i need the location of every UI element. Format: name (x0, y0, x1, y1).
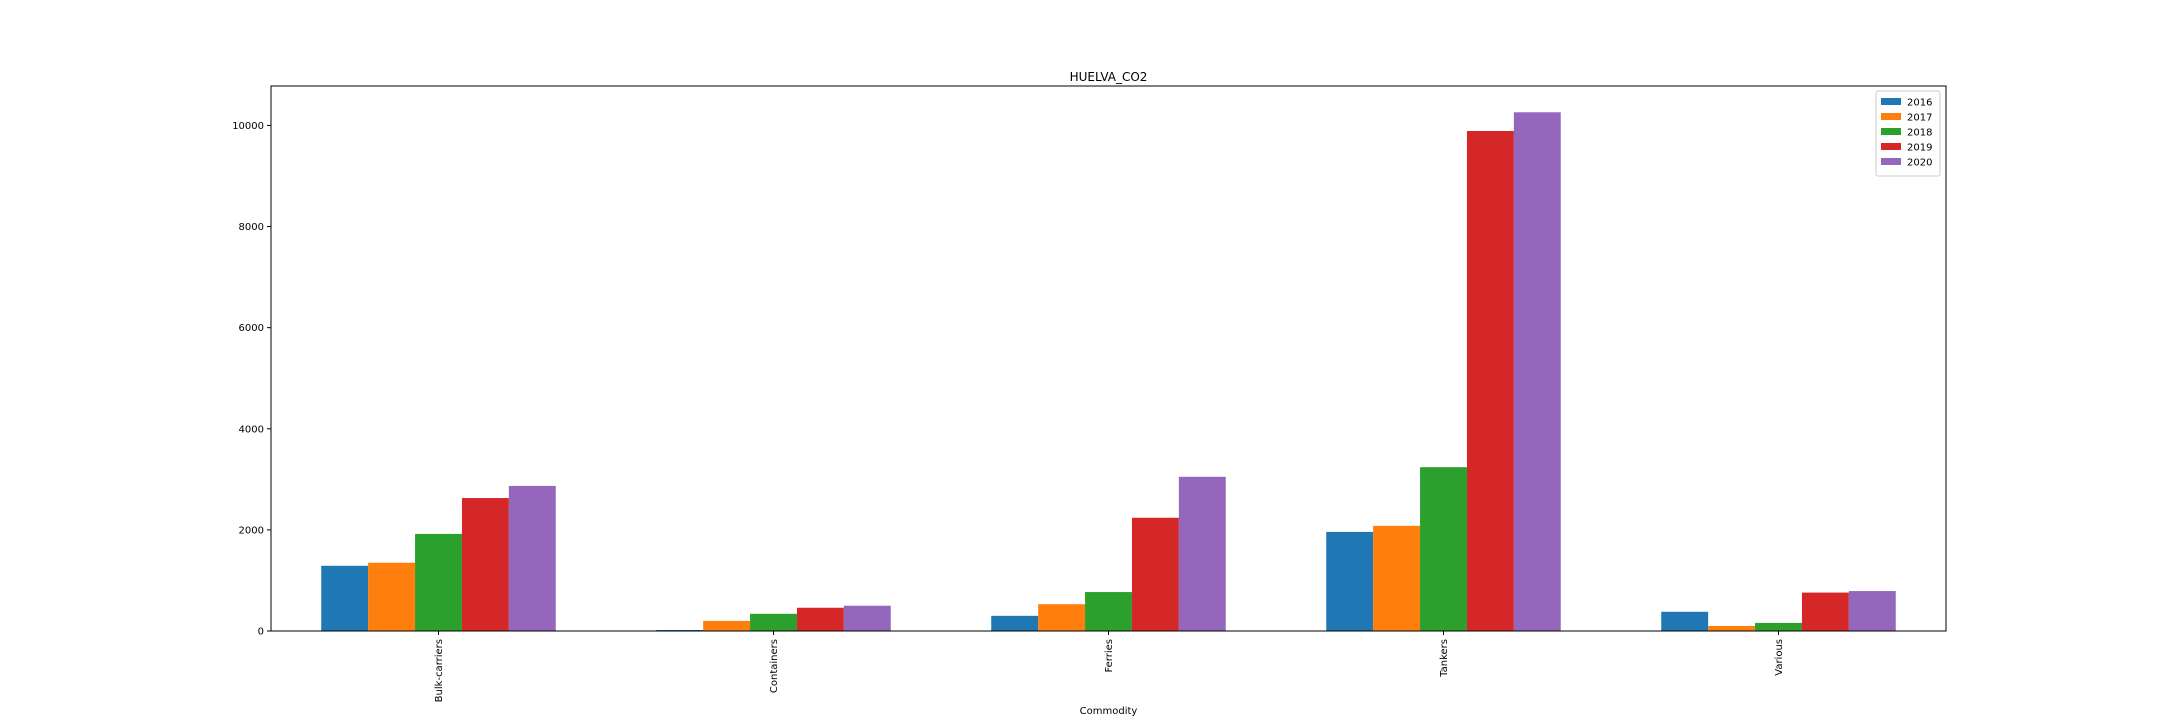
bars-layer (321, 112, 1896, 631)
x-tick-label: Tankers (1439, 639, 1450, 678)
y-tick-label: 0 (258, 627, 264, 638)
bar-containers-2018 (750, 613, 797, 631)
bar-tankers-2016 (1326, 531, 1374, 631)
legend: 2016 2017 2018 2019 2020 (1875, 90, 1941, 177)
legend-swatch-2019 (1881, 143, 1901, 150)
bar-various-2018 (1755, 622, 1802, 631)
legend-box (1875, 90, 1941, 177)
bar-tankers-2017 (1373, 525, 1421, 631)
x-tick-label: Ferries (1104, 639, 1115, 673)
bar-bulk-carriers-2017 (368, 562, 416, 631)
chart-title: HUELVA_CO2 (1070, 70, 1148, 84)
legend-swatch-2017 (1881, 113, 1901, 120)
bar-containers-2016 (656, 629, 704, 631)
legend-label-2020: 2020 (1907, 158, 1932, 169)
y-tick-label: 4000 (239, 424, 264, 435)
legend-swatch-2020 (1881, 158, 1901, 165)
bar-various-2020 (1848, 591, 1896, 631)
x-tick-label: Various (1774, 639, 1785, 676)
x-axis: Bulk-carriers Containers Ferries Tankers Var… (434, 631, 1785, 702)
x-tick-label: Bulk-carriers (434, 639, 445, 702)
y-tick-label: 10000 (232, 121, 264, 132)
bar-ferries-2020 (1178, 476, 1226, 631)
bar-containers-2019 (796, 607, 844, 631)
x-axis-title: Commodity (1080, 706, 1138, 717)
bar-containers-2020 (843, 605, 891, 631)
y-tick-label: 2000 (239, 525, 264, 536)
bar-ferries-2016 (991, 615, 1039, 631)
legend-swatch-2018 (1881, 128, 1901, 135)
bar-tankers-2020 (1513, 112, 1561, 631)
legend-label-2016: 2016 (1907, 98, 1932, 109)
y-tick-label: 8000 (239, 222, 264, 233)
legend-label-2017: 2017 (1907, 113, 1932, 124)
bar-ferries-2017 (1038, 604, 1086, 631)
y-tick-label: 6000 (239, 323, 264, 334)
bar-bulk-carriers-2020 (508, 485, 556, 631)
legend-swatch-2016 (1881, 98, 1901, 105)
bar-bulk-carriers-2016 (321, 565, 369, 631)
legend-label-2018: 2018 (1907, 128, 1932, 139)
bar-bulk-carriers-2019 (461, 498, 509, 631)
legend-label-2019: 2019 (1907, 143, 1932, 154)
bar-tankers-2019 (1466, 130, 1514, 631)
y-axis: 0 2000 4000 6000 8000 10000 (232, 121, 271, 638)
bar-tankers-2018 (1420, 467, 1467, 631)
bar-ferries-2018 (1085, 592, 1132, 631)
bar-ferries-2019 (1131, 517, 1179, 631)
bar-bulk-carriers-2018 (415, 533, 462, 631)
bar-various-2017 (1708, 625, 1756, 631)
bar-various-2016 (1661, 611, 1709, 631)
bar-containers-2017 (703, 620, 751, 631)
x-tick-label: Containers (769, 639, 780, 693)
bar-various-2019 (1801, 592, 1849, 631)
